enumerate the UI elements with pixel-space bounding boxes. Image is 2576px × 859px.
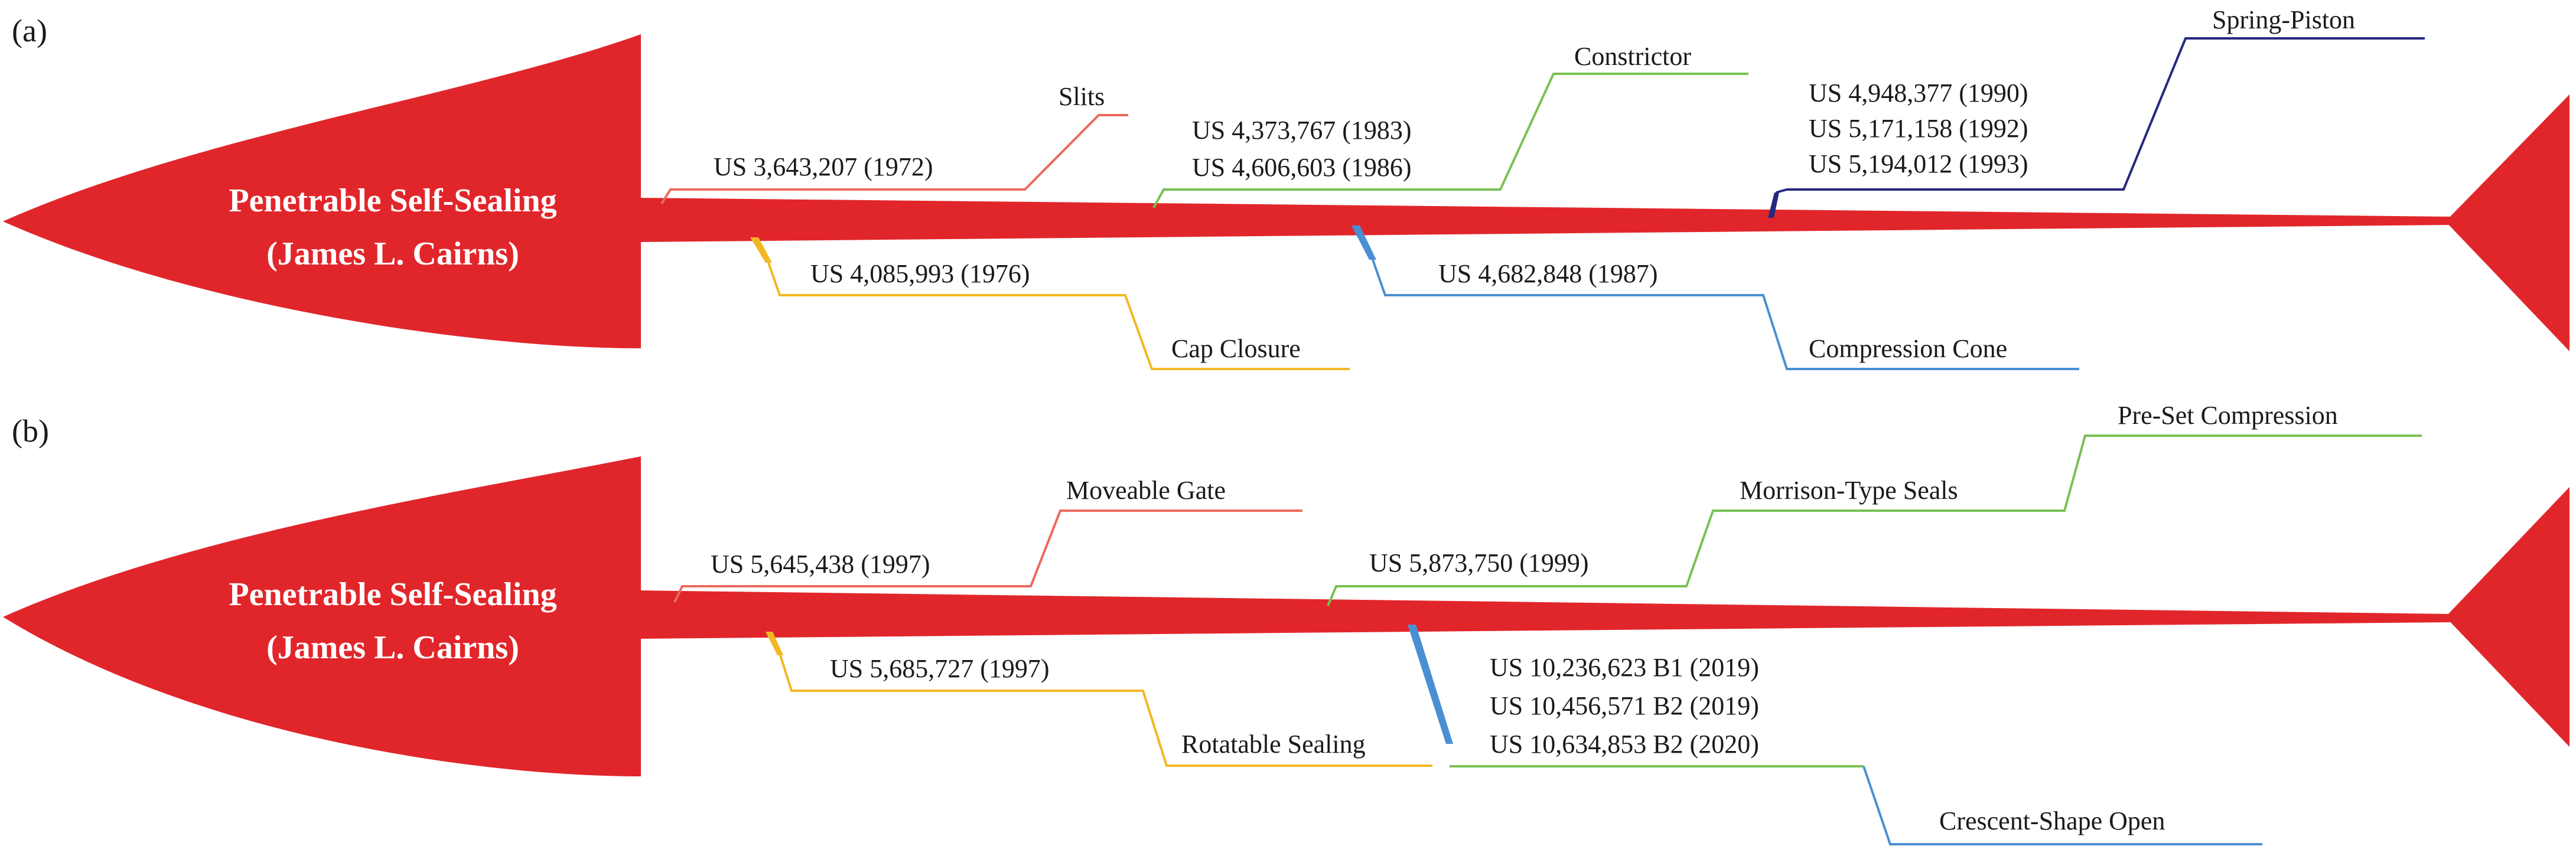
panel-b-crescent-patent-3: US 10,634,853 B2 (2020)	[1490, 730, 1759, 759]
panel-a-spring-patent-3: US 5,194,012 (1993)	[1809, 149, 2028, 178]
panel-b-gate-label: Moveable Gate	[1066, 476, 1226, 505]
panel-b-branch-rotatable	[779, 655, 1432, 767]
panel-b-branch-morrison	[1327, 435, 2422, 606]
panel-a-cap-label: Cap Closure	[1171, 334, 1301, 363]
panel-a-title-line1: Penetrable Self-Sealing	[229, 182, 556, 219]
panel-b-branch-crescent	[1862, 766, 2262, 845]
panel-a: (a) Penetrable Self-Sealing (James L. Ca…	[3, 5, 2570, 370]
panel-b-morrison-patent-1: US 5,873,750 (1999)	[1369, 548, 1589, 577]
panel-a-title-line2: (James L. Cairns)	[266, 236, 519, 272]
panel-a-branch-slits	[660, 114, 1128, 205]
panel-b-crescent-root	[1408, 625, 1453, 744]
panel-b-preset-label: Pre-Set Compression	[2118, 401, 2338, 430]
panel-a-tail	[2445, 94, 2570, 351]
panel-b-title-line1: Penetrable Self-Sealing	[229, 576, 556, 613]
panel-a-branch-cap-closure	[767, 262, 1350, 370]
panel-a-spring-root	[1768, 192, 1779, 218]
panel-b-rotatable-label: Rotatable Sealing	[1181, 730, 1366, 759]
panel-a-constrictor-patent-1: US 4,373,767 (1983)	[1192, 116, 1412, 145]
panel-b: (b) Penetrable Self-Sealing (James L. Ca…	[3, 401, 2570, 845]
panel-b-crescent-patent-1: US 10,236,623 B1 (2019)	[1490, 653, 1759, 682]
panel-b-gate-patent-1: US 5,645,438 (1997)	[711, 550, 930, 579]
panel-b-rotatable-root	[766, 632, 783, 655]
panel-a-spring-patent-2: US 5,171,158 (1992)	[1809, 114, 2028, 143]
panel-b-crescent-patent-2: US 10,456,571 B2 (2019)	[1490, 691, 1759, 720]
panel-b-letter: (b)	[12, 413, 49, 449]
panel-b-spine	[638, 590, 2451, 639]
panel-a-constrictor-patent-2: US 4,606,603 (1986)	[1192, 153, 1412, 182]
panel-a-branch-constrictor	[1152, 73, 1748, 208]
panel-a-cap-root	[750, 237, 772, 263]
panel-b-morrison-label: Morrison-Type Seals	[1740, 476, 1958, 505]
panel-b-branch-moveable-gate	[673, 509, 1302, 603]
panel-a-cone-root	[1351, 226, 1376, 260]
panel-b-title-line2: (James L. Cairns)	[266, 629, 519, 666]
panel-b-tail	[2445, 487, 2570, 747]
panel-a-cap-patent-1: US 4,085,993 (1976)	[810, 259, 1030, 288]
panel-b-head	[3, 456, 641, 776]
panel-a-letter: (a)	[12, 13, 47, 48]
panel-a-slits-label: Slits	[1059, 82, 1105, 111]
panel-a-constrictor-label: Constrictor	[1574, 42, 1691, 71]
panel-a-slits-patent-1: US 3,643,207 (1972)	[714, 152, 933, 181]
panel-a-spring-label: Spring-Piston	[2212, 5, 2355, 34]
panel-b-crescent-label: Crescent-Shape Open	[1939, 806, 2165, 835]
panel-a-branch-spring-piston	[1776, 37, 2425, 194]
panel-b-rotatable-patent-1: US 5,685,727 (1997)	[830, 654, 1050, 683]
panel-a-spine	[638, 198, 2451, 242]
panel-a-head	[3, 34, 641, 348]
panel-a-spring-patent-1: US 4,948,377 (1990)	[1809, 79, 2028, 107]
panel-a-branch-compression-cone	[1372, 259, 2079, 370]
panel-a-cone-patent-1: US 4,682,848 (1987)	[1438, 259, 1658, 288]
panel-a-cone-label: Compression Cone	[1809, 334, 2007, 363]
